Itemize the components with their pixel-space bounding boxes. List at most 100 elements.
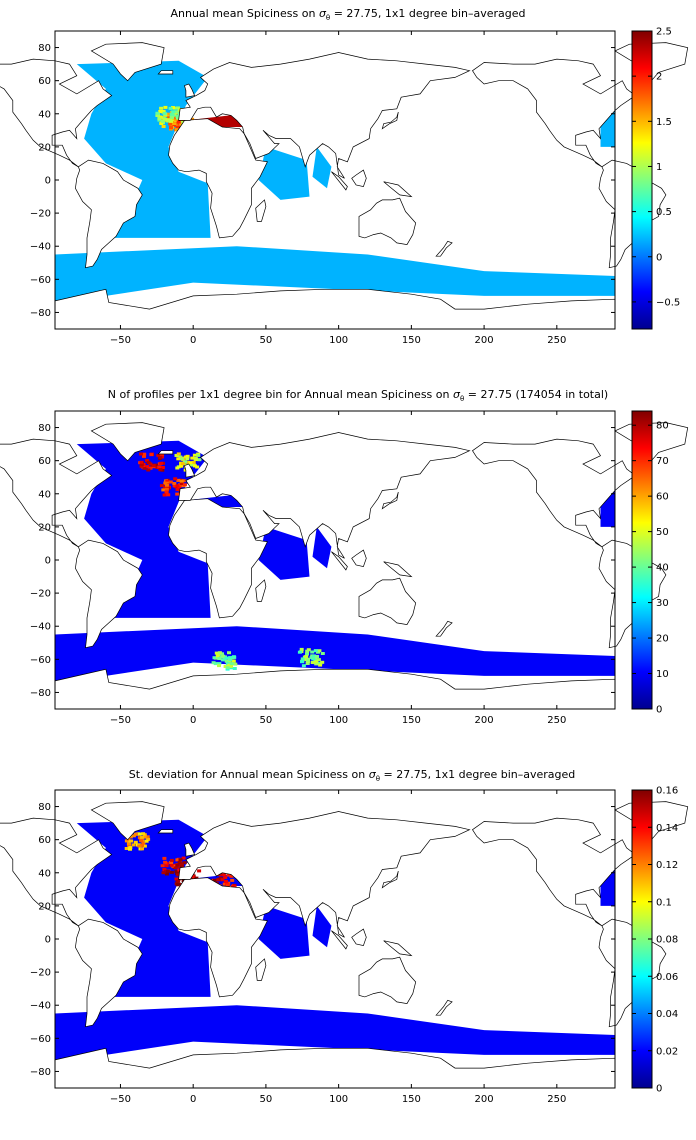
- data-cell: [223, 876, 228, 880]
- data-cell: [168, 122, 173, 126]
- data-cell: [169, 863, 174, 867]
- data-cell: [163, 481, 168, 485]
- data-cell: [137, 832, 142, 836]
- data-cell: [212, 656, 217, 660]
- data-cell: [162, 118, 167, 121]
- data-cell: [149, 453, 154, 457]
- data-cell: [185, 454, 190, 458]
- landmass: [358, 577, 417, 625]
- x-tick-label: −50: [110, 335, 131, 346]
- data-cell: [212, 878, 217, 882]
- data-cell: [141, 832, 146, 836]
- data-cell: [172, 484, 177, 488]
- data-cell: [142, 466, 147, 470]
- data-cell: [142, 844, 147, 848]
- data-cell: [161, 871, 166, 875]
- data-cell: [173, 477, 178, 481]
- data-cell: [224, 659, 229, 663]
- data-cell: [174, 454, 179, 457]
- data-cell: [217, 657, 222, 660]
- data-cell: [161, 488, 166, 492]
- data-cell: [177, 860, 182, 864]
- data-cell: [196, 453, 201, 457]
- data-cell: [309, 656, 314, 660]
- colorbar-gradient: [631, 410, 653, 710]
- data-cell: [175, 858, 180, 862]
- panel-title: N of profiles per 1x1 degree bin for Ann…: [108, 388, 608, 403]
- data-cell: [299, 647, 304, 651]
- data-cell: [306, 658, 310, 662]
- data-cell: [232, 667, 237, 670]
- data-cell: [215, 654, 220, 658]
- data-cell: [162, 856, 167, 860]
- data-cell: [318, 663, 323, 667]
- x-tick-label: 250: [547, 715, 566, 726]
- data-cell: [183, 460, 188, 464]
- data-cell: [213, 662, 218, 666]
- data-cell: [185, 457, 190, 461]
- x-tick-label: 50: [260, 1094, 273, 1105]
- x-tick-label: −50: [110, 1094, 131, 1105]
- data-cell: [217, 651, 222, 655]
- data-cell: [233, 662, 238, 666]
- data-cell: [304, 655, 309, 658]
- data-cell: [175, 466, 180, 470]
- data-cell: [176, 125, 181, 129]
- data-region: [312, 146, 332, 189]
- data-cell: [162, 111, 167, 115]
- x-tick-label: 150: [402, 715, 421, 726]
- data-cell: [172, 482, 177, 485]
- data-cell: [142, 452, 147, 456]
- landmass: [331, 171, 348, 191]
- data-cell: [315, 655, 319, 658]
- landmass: [184, 842, 196, 857]
- data-cell: [232, 655, 237, 659]
- data-cell: [186, 460, 191, 464]
- data-cell: [181, 856, 186, 860]
- x-tick-label: 50: [260, 335, 273, 346]
- data-cell: [179, 457, 184, 461]
- data-cell: [137, 844, 142, 848]
- data-cell: [164, 483, 169, 487]
- data-cell: [220, 658, 225, 662]
- landmass: [0, 817, 113, 927]
- data-cell: [315, 650, 320, 654]
- y-tick-label: 80: [38, 423, 51, 434]
- data-cell: [320, 660, 325, 664]
- landmass: [157, 70, 174, 75]
- y-tick-label: 20: [38, 901, 51, 912]
- data-cell: [163, 105, 168, 109]
- data-cell: [171, 110, 176, 114]
- data-cell: [317, 649, 322, 653]
- x-tick-label: 50: [260, 715, 273, 726]
- data-cell: [164, 487, 169, 491]
- data-cell: [146, 468, 151, 472]
- data-cell: [147, 466, 152, 470]
- data-cell: [169, 861, 174, 864]
- landmass: [178, 811, 471, 938]
- data-cell: [139, 464, 144, 468]
- data-cell: [177, 122, 182, 126]
- landmass: [351, 169, 367, 188]
- landmass: [472, 817, 636, 927]
- landmass: [255, 579, 267, 602]
- data-cell: [129, 839, 134, 843]
- data-cell: [128, 847, 132, 851]
- data-cell: [139, 452, 143, 456]
- y-tick-label: 20: [38, 142, 51, 153]
- colorbar: 0.16 0.14 0.12 0.1 0.08 0.06 0.04 0.02 0: [631, 786, 678, 1095]
- data-region: [76, 60, 211, 238]
- y-tick-label: 60: [38, 76, 51, 87]
- data-cell: [162, 868, 167, 871]
- y-tick-label: −60: [30, 1034, 51, 1045]
- coastlines: [0, 801, 689, 1089]
- x-tick-label: 0: [190, 715, 196, 726]
- y-tick-label: −80: [30, 308, 51, 319]
- data-cell: [214, 651, 219, 655]
- data-cell: [168, 480, 173, 484]
- data-cell: [158, 468, 163, 472]
- data-cell: [211, 661, 216, 665]
- x-tick-label: 100: [329, 715, 348, 726]
- y-tick-label: 0: [45, 176, 51, 187]
